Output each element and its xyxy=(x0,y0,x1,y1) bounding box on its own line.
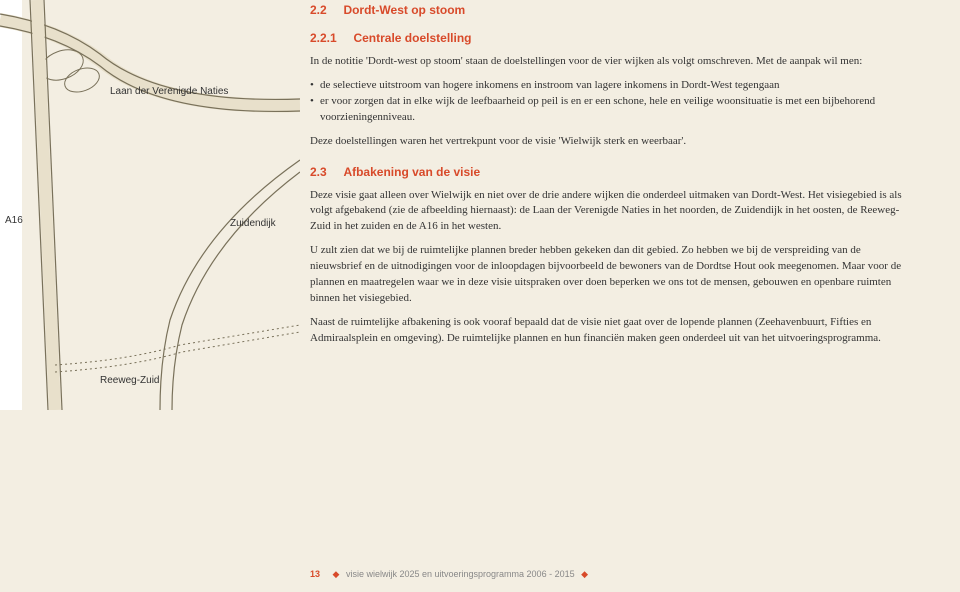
section-title: Centrale doelstelling xyxy=(353,31,471,45)
section-title: Afbakening van de visie xyxy=(343,165,480,179)
map-svg xyxy=(0,0,300,410)
section-number: 2.3 xyxy=(310,165,327,179)
page-footer: 13 ◆ visie wielwijk 2025 en uitvoeringsp… xyxy=(310,569,592,580)
paragraph: In de notitie 'Dordt-west op stoom' staa… xyxy=(310,54,910,70)
map-label-south: Reeweg-Zuid xyxy=(100,375,159,386)
page-number: 13 xyxy=(310,569,320,579)
list-item: de selectieve uitstroom van hogere inkom… xyxy=(310,78,910,94)
paragraph: Deze doelstellingen waren het vertrekpun… xyxy=(310,134,910,150)
footer-text: visie wielwijk 2025 en uitvoeringsprogra… xyxy=(346,569,575,579)
map-label-west: A16 xyxy=(5,215,23,226)
map-label-east: Zuidendijk xyxy=(230,218,276,229)
section-number: 2.2 xyxy=(310,3,327,17)
section-number: 2.2.1 xyxy=(310,31,337,45)
paragraph: Deze visie gaat alleen over Wielwijk en … xyxy=(310,188,910,236)
text-content: 2.2 Dordt-West op stoom 2.2.1 Centrale d… xyxy=(310,0,930,355)
separator-icon: ◆ xyxy=(581,569,588,579)
map-label-north: Laan der Verenigde Naties xyxy=(110,86,228,97)
bullet-list: de selectieve uitstroom van hogere inkom… xyxy=(310,78,910,126)
list-item: er voor zorgen dat in elke wijk de leefb… xyxy=(310,94,910,126)
boundary-map: Laan der Verenigde Naties A16 Zuidendijk… xyxy=(0,0,300,410)
heading-2-2: 2.2 Dordt-West op stoom xyxy=(310,2,910,20)
separator-icon: ◆ xyxy=(333,569,340,579)
heading-2-3: 2.3 Afbakening van de visie xyxy=(310,164,910,182)
heading-2-2-1: 2.2.1 Centrale doelstelling xyxy=(310,30,910,48)
section-title: Dordt-West op stoom xyxy=(343,3,465,17)
paragraph: Naast de ruimtelijke afbakening is ook v… xyxy=(310,315,910,347)
paragraph: U zult zien dat we bij de ruimtelijke pl… xyxy=(310,243,910,307)
